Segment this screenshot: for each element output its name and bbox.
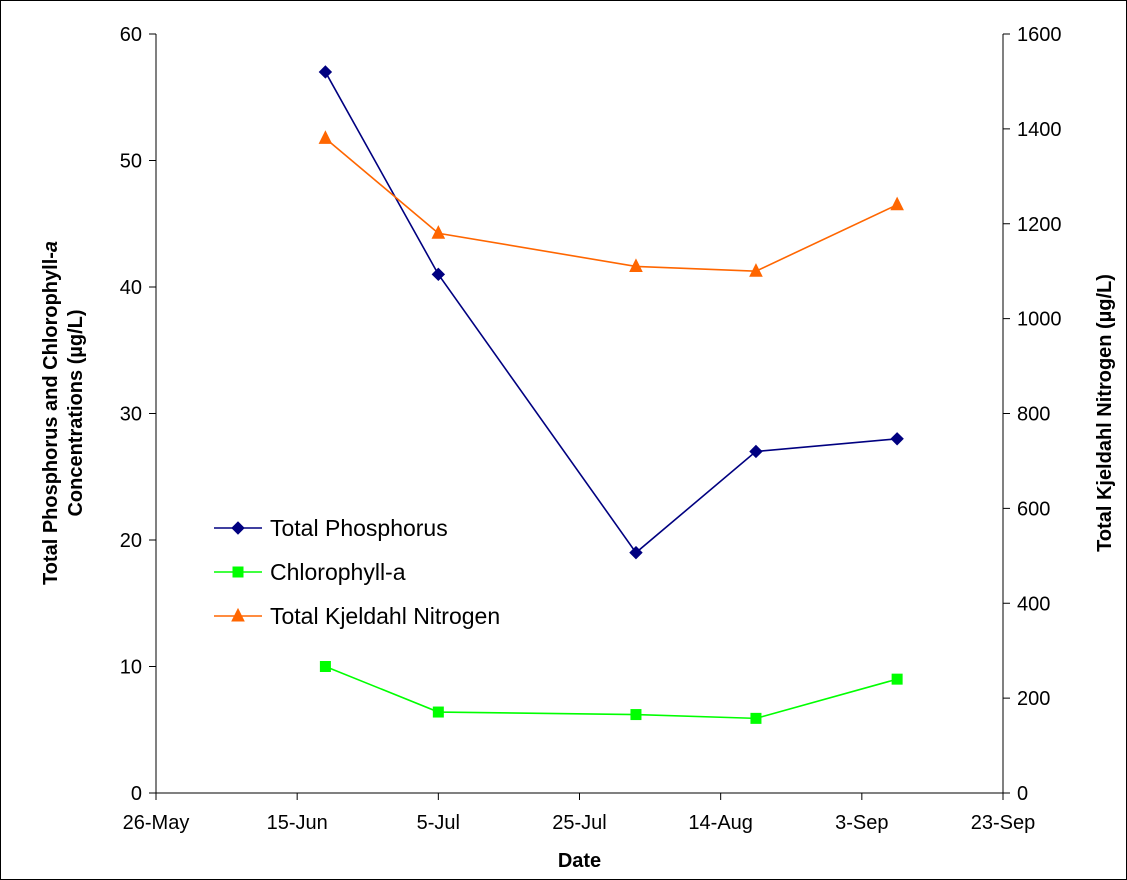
x-tick-label: 3-Sep: [835, 812, 888, 834]
legend-marker: [232, 566, 244, 578]
x-tick-label: 25-Jul: [552, 812, 606, 834]
x-tick-label: 23-Sep: [971, 812, 1036, 834]
data-point-1: [890, 432, 904, 446]
series-layer: [318, 65, 904, 724]
legend-entry-label: Chlorophyll-a: [270, 559, 406, 585]
y-tick-label-right: 1600: [1017, 24, 1062, 46]
y-tick-label-left: 50: [120, 151, 142, 173]
x-tick-label: 5-Jul: [417, 812, 460, 834]
x-tick-label: 14-Aug: [688, 812, 753, 834]
data-point-3: [890, 196, 904, 211]
series-line-1: [324, 71, 898, 554]
y-axis-title-left: Total Phosphorus and Chlorophyll-a Concen…: [40, 241, 87, 585]
x-tick-label: 26-May: [123, 812, 190, 834]
y-tick-label-right: 200: [1017, 688, 1050, 710]
y-title-left-italic: a: [40, 241, 62, 252]
y-tick-label-right: 0: [1017, 783, 1028, 805]
legend: Total Phosphorus Chlorophyll-a Total Kjeld…: [214, 515, 500, 629]
series-line-3: [324, 137, 898, 272]
y-tick-label-right: 800: [1017, 404, 1050, 426]
data-point-3: [629, 258, 643, 272]
data-point-1: [318, 65, 333, 79]
legend-entry-label: Total Phosphorus: [270, 515, 448, 541]
legend-marker: [231, 607, 245, 622]
data-point-3: [749, 263, 763, 277]
data-point-2: [319, 661, 331, 672]
x-axis-title: Date: [558, 850, 601, 872]
data-point-1: [431, 267, 446, 282]
data-point-2: [891, 673, 903, 685]
y-title-left-line1: Total Phosphorus and Chlorophyll-: [40, 252, 62, 585]
y-tick-label-right: 1200: [1017, 214, 1062, 236]
data-point-1: [749, 444, 763, 459]
data-point-3: [431, 225, 446, 239]
legend-entry-label: Total Kjeldahl Nitrogen: [270, 603, 500, 629]
y-tick-label-left: 40: [120, 277, 142, 299]
axes: 0102030405060020040060080010001200140016…: [120, 24, 1062, 834]
y-tick-label-left: 10: [120, 657, 142, 679]
legend-marker: [231, 521, 245, 535]
data-point-2: [750, 712, 762, 724]
x-tick-label: 15-Jun: [267, 812, 328, 834]
data-point-2: [630, 709, 642, 721]
y-tick-label-left: 30: [120, 404, 142, 426]
y-tick-label-right: 400: [1017, 593, 1050, 615]
y-tick-label-right: 1400: [1017, 119, 1062, 141]
y-tick-label-right: 1000: [1017, 309, 1062, 331]
data-point-2: [432, 706, 444, 718]
y-tick-label-left: 20: [120, 530, 142, 552]
y-axis-title-right: Total Kjeldahl Nitrogen (µg/L): [1094, 274, 1116, 552]
data-point-1: [629, 545, 643, 560]
y-tick-label-left: 0: [131, 783, 142, 805]
data-point-3: [318, 130, 333, 144]
y-tick-label-left: 60: [120, 24, 142, 46]
y-title-left-line2: Concentrations (µg/L): [65, 309, 87, 516]
series-line-2: [325, 665, 898, 720]
y-tick-label-right: 600: [1017, 498, 1050, 520]
